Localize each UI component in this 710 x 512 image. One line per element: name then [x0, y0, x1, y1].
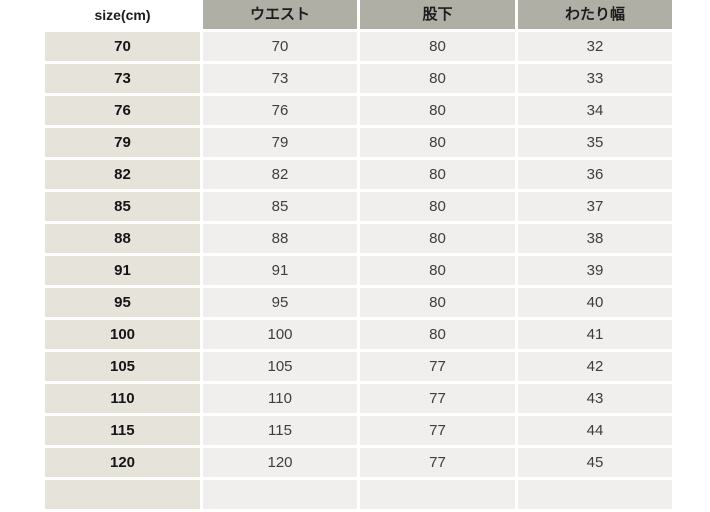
inseam-cell: 80: [360, 192, 515, 221]
table-body: 70 70 80 32 73 73 80 33 76 76 80 34 79 7…: [45, 32, 672, 509]
waist-cell: 95: [203, 288, 357, 317]
waist-cell: 85: [203, 192, 357, 221]
table-row: 115 115 77 44: [45, 416, 672, 445]
inseam-cell: 80: [360, 64, 515, 93]
waist-cell: 100: [203, 320, 357, 349]
table-row: 95 95 80 40: [45, 288, 672, 317]
table-row: 91 91 80 39: [45, 256, 672, 285]
inseam-cell: 80: [360, 320, 515, 349]
header-inseam: 股下: [360, 0, 515, 29]
table-row: [45, 480, 672, 509]
size-cell: [45, 480, 200, 509]
watari-cell: 39: [518, 256, 672, 285]
header-watari-width: わたり幅: [518, 0, 672, 29]
waist-cell: 82: [203, 160, 357, 189]
watari-cell: 43: [518, 384, 672, 413]
waist-cell: 73: [203, 64, 357, 93]
table-row: 85 85 80 37: [45, 192, 672, 221]
watari-cell: 42: [518, 352, 672, 381]
inseam-cell: 77: [360, 384, 515, 413]
header-waist: ウエスト: [203, 0, 357, 29]
inseam-cell: 80: [360, 32, 515, 61]
waist-cell: 120: [203, 448, 357, 477]
inseam-cell: 80: [360, 224, 515, 253]
waist-cell: 105: [203, 352, 357, 381]
watari-cell: 41: [518, 320, 672, 349]
size-cell: 110: [45, 384, 200, 413]
table-row: 88 88 80 38: [45, 224, 672, 253]
watari-cell: 34: [518, 96, 672, 125]
size-cell: 120: [45, 448, 200, 477]
waist-cell: 91: [203, 256, 357, 285]
size-cell: 79: [45, 128, 200, 157]
inseam-cell: 77: [360, 352, 515, 381]
size-cell: 70: [45, 32, 200, 61]
size-cell: 91: [45, 256, 200, 285]
waist-cell: 88: [203, 224, 357, 253]
watari-cell: 36: [518, 160, 672, 189]
watari-cell: 45: [518, 448, 672, 477]
header-size-cm: size(cm): [94, 6, 151, 23]
inseam-cell: 80: [360, 128, 515, 157]
table-row: 73 73 80 33: [45, 64, 672, 93]
table-row: 100 100 80 41: [45, 320, 672, 349]
inseam-cell: 80: [360, 160, 515, 189]
waist-cell: 70: [203, 32, 357, 61]
inseam-cell: 80: [360, 96, 515, 125]
table-row: 76 76 80 34: [45, 96, 672, 125]
watari-cell: 35: [518, 128, 672, 157]
table-row: 120 120 77 45: [45, 448, 672, 477]
watari-cell: [518, 480, 672, 509]
waist-cell: 110: [203, 384, 357, 413]
table-row: 70 70 80 32: [45, 32, 672, 61]
size-cell: 76: [45, 96, 200, 125]
inseam-cell: 80: [360, 288, 515, 317]
size-cell: 115: [45, 416, 200, 445]
size-chart-table: size(cm) ウエスト 股下 わたり幅 70 70 80 32 73 73 …: [45, 0, 672, 512]
size-cell: 105: [45, 352, 200, 381]
table-row: 105 105 77 42: [45, 352, 672, 381]
size-cell: 100: [45, 320, 200, 349]
size-cell: 82: [45, 160, 200, 189]
size-cell: 73: [45, 64, 200, 93]
table-row: 110 110 77 43: [45, 384, 672, 413]
watari-cell: 40: [518, 288, 672, 317]
size-cell: 88: [45, 224, 200, 253]
size-cell: 95: [45, 288, 200, 317]
watari-cell: 38: [518, 224, 672, 253]
waist-cell: [203, 480, 357, 509]
watari-cell: 32: [518, 32, 672, 61]
watari-cell: 44: [518, 416, 672, 445]
inseam-cell: 80: [360, 256, 515, 285]
inseam-cell: 77: [360, 416, 515, 445]
waist-cell: 76: [203, 96, 357, 125]
size-cell: 85: [45, 192, 200, 221]
table-row: 82 82 80 36: [45, 160, 672, 189]
page: { "table": { "headers": ["size(cm)", "ウエ…: [45, 0, 672, 509]
watari-cell: 33: [518, 64, 672, 93]
inseam-cell: 77: [360, 448, 515, 477]
table-row: 79 79 80 35: [45, 128, 672, 157]
table-header-row: size(cm) ウエスト 股下 わたり幅: [45, 0, 672, 29]
watari-cell: 37: [518, 192, 672, 221]
waist-cell: 115: [203, 416, 357, 445]
inseam-cell: [360, 480, 515, 509]
waist-cell: 79: [203, 128, 357, 157]
